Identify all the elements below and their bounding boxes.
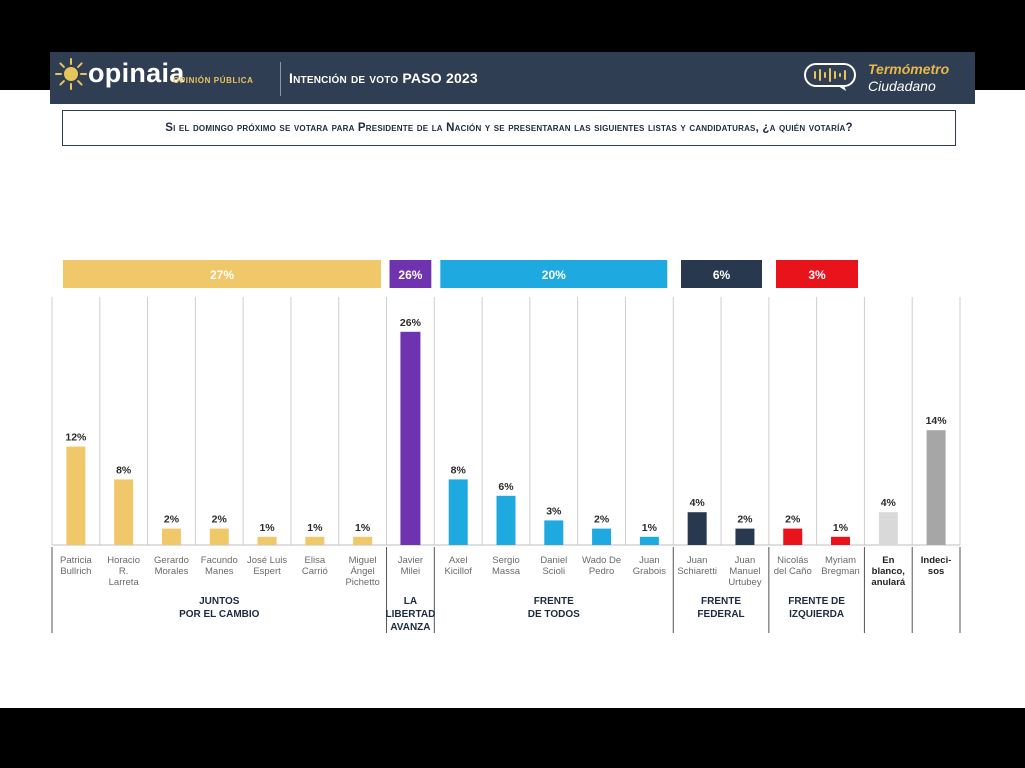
- value-label: 8%: [116, 464, 132, 476]
- value-label: 1%: [307, 522, 323, 534]
- badge-subtitle: Ciudadano: [868, 78, 936, 94]
- speech-bubble-icon: [804, 63, 856, 91]
- candidate-label: Patricia Bullrich: [60, 555, 92, 577]
- bar-gerardo-morales: [161, 528, 181, 545]
- logo-subtitle: OPINIÓN PÚBLICA: [173, 76, 254, 85]
- candidate-label: Myriam Bregman: [821, 555, 860, 577]
- bar-horacio-r-larreta: [114, 479, 134, 545]
- candidate-label: Axel Kicillof: [444, 555, 472, 577]
- header-divider: [280, 62, 281, 96]
- value-label: 2%: [212, 514, 228, 526]
- value-label: 2%: [785, 514, 801, 526]
- value-label: 6%: [498, 481, 514, 493]
- group-total-label: 6%: [713, 268, 731, 282]
- candidate-label: En blanco, anulará: [871, 555, 906, 588]
- value-label: 1%: [355, 522, 371, 534]
- candidate-label: Sergio Massa: [492, 555, 521, 577]
- bar-elisa-carrio: [305, 536, 325, 545]
- candidate-label: Daniel Scioli: [540, 555, 567, 577]
- bar-myriam-bregman: [831, 536, 851, 545]
- candidate-label: Juan Grabois: [633, 555, 667, 577]
- value-label: 4%: [690, 497, 706, 509]
- group-name-izquierda: FRENTE DE IZQUIERDA: [788, 596, 845, 620]
- group-name-juntos: JUNTOS POR EL CAMBIO: [179, 596, 260, 620]
- candidate-label: Gerardo Morales: [154, 555, 189, 577]
- group-name-libertad: LA LIBERTAD AVANZA: [386, 596, 436, 633]
- value-label: 3%: [546, 505, 562, 517]
- bar-juan-manuel-urtubey: [735, 528, 755, 545]
- value-label: 1%: [642, 522, 658, 534]
- group-name-frente_federal: FRENTE FEDERAL: [697, 596, 744, 620]
- survey-question: Si el domingo próximo se votara para Pre…: [62, 110, 956, 146]
- page-title: Intención de voto PASO 2023: [289, 70, 478, 86]
- group-total-label: 27%: [210, 268, 234, 282]
- candidate-label: Facundo Manes: [201, 555, 238, 577]
- candidate-label: Elisa Carrió: [302, 555, 328, 577]
- group-total-bar-libertad: [389, 260, 432, 288]
- bar-sergio-massa: [496, 495, 516, 545]
- bar-en-blanco-anulara: [878, 512, 898, 545]
- value-label: 1%: [259, 522, 275, 534]
- candidate-label: José Luis Espert: [247, 555, 287, 577]
- group-name-frente_todos: FRENTE DE TODOS: [528, 596, 580, 620]
- bar-patricia-bullrich: [66, 446, 86, 545]
- candidate-label: Juan Manuel Urtubey: [728, 555, 762, 588]
- candidate-label: Juan Schiaretti: [677, 555, 717, 577]
- group-total-bar-frente_federal: [681, 260, 762, 288]
- slide-background: [0, 90, 1025, 708]
- candidate-label: Miguel Ángel Pichetto: [345, 555, 379, 588]
- value-label: 12%: [65, 432, 87, 444]
- group-total-bar-frente_todos: [440, 260, 668, 288]
- bar-juan-schiaretti: [687, 512, 707, 545]
- group-total-label: 3%: [808, 268, 826, 282]
- candidate-label: Wado De Pedro: [582, 555, 621, 577]
- value-label: 1%: [833, 522, 849, 534]
- group-total-bar-juntos: [63, 260, 381, 288]
- candidate-label: Indeci-sos: [921, 555, 952, 577]
- bar-axel-kicillof: [448, 479, 468, 545]
- value-label: 26%: [400, 317, 422, 329]
- logo-wordmark: opinaia: [88, 58, 185, 88]
- bar-nicolas-del-cano: [783, 528, 803, 545]
- bar-wado-de-pedro: [592, 528, 612, 545]
- value-label: 8%: [451, 464, 467, 476]
- group-total-label: 26%: [398, 268, 422, 282]
- bar-indecisos: [926, 430, 946, 545]
- bar-daniel-scioli: [544, 520, 564, 545]
- group-total-label: 20%: [542, 268, 566, 282]
- value-label: 14%: [926, 415, 948, 427]
- group-total-bar-izquierda: [776, 260, 858, 288]
- value-label: 4%: [881, 497, 897, 509]
- badge-title: Termómetro: [868, 61, 950, 77]
- candidate-label: Horacio R. Larreta: [107, 555, 140, 588]
- bar-jose-luis-espert: [257, 536, 277, 545]
- logo-sun-icon: [55, 58, 87, 90]
- value-label: 2%: [737, 514, 753, 526]
- value-label: 2%: [164, 514, 180, 526]
- candidate-label: Javier Milei: [398, 555, 423, 577]
- bar-miguel-angel-pichetto: [353, 536, 373, 545]
- candidate-label: Nicolás del Caño: [774, 555, 812, 577]
- bar-javier-milei: [400, 331, 421, 545]
- value-label: 2%: [594, 514, 610, 526]
- bar-facundo-manes: [209, 528, 229, 545]
- bar-juan-grabois: [639, 536, 659, 545]
